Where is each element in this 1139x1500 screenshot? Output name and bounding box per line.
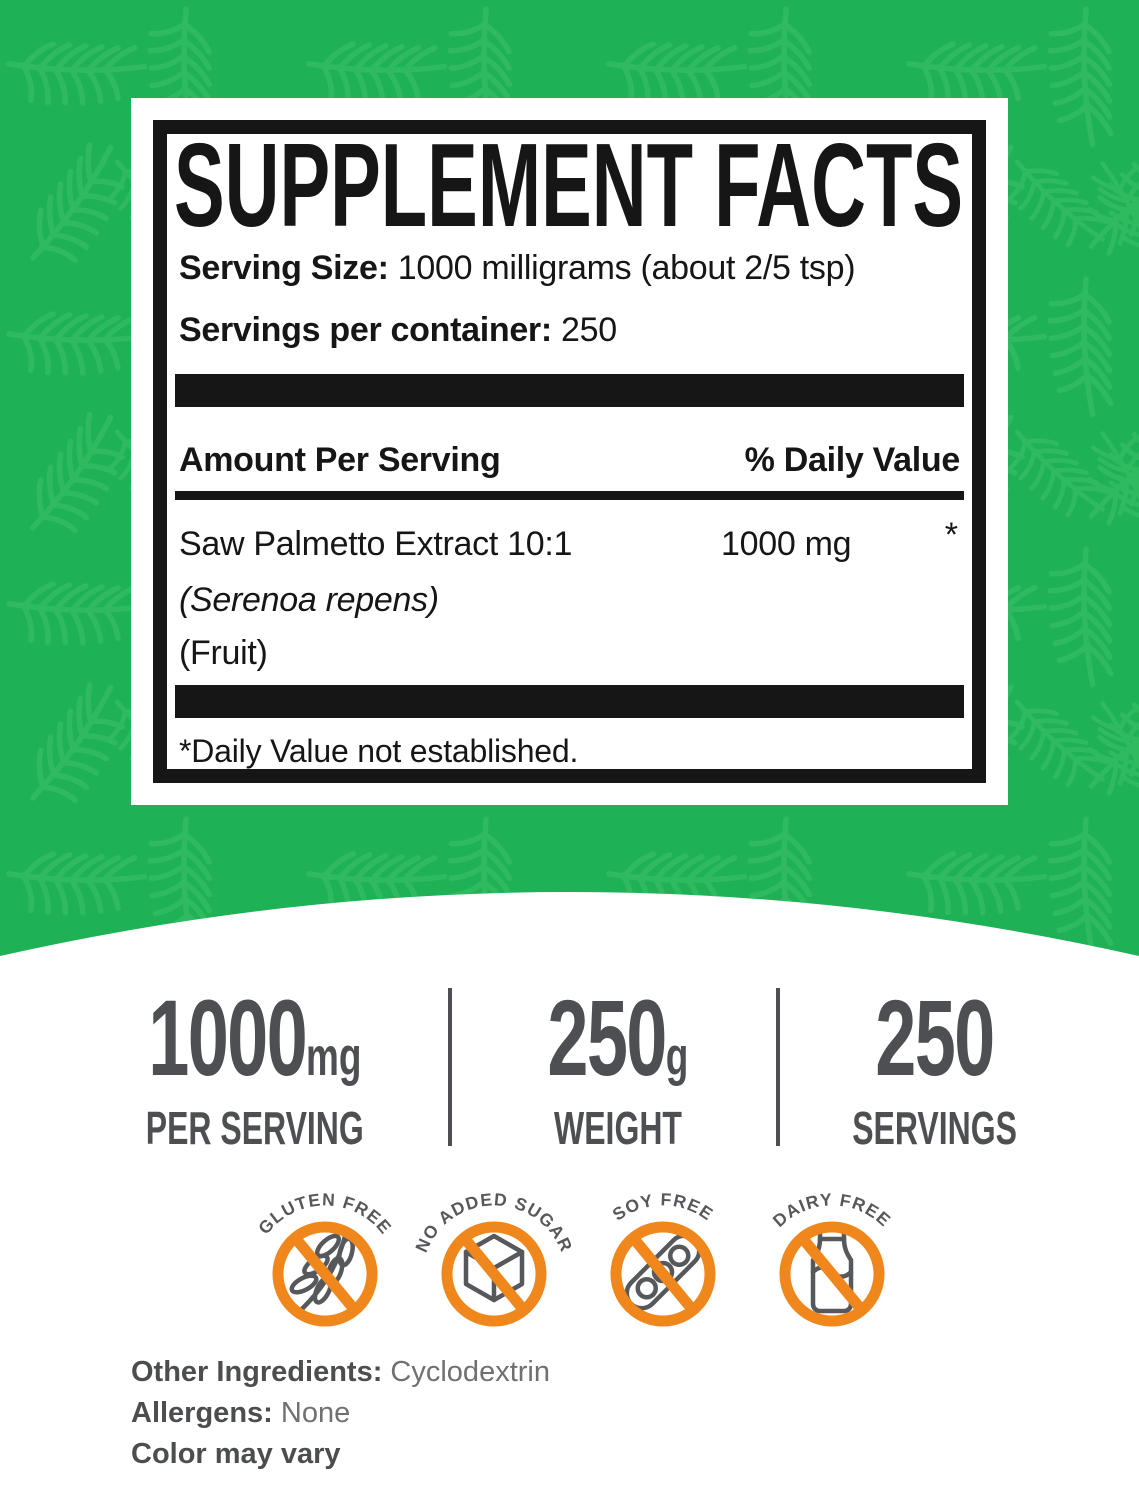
separator-bar-bottom xyxy=(175,685,964,718)
prohibition-circle-icon xyxy=(441,1221,547,1327)
servings-label: Servings per container: xyxy=(179,311,552,349)
badge-no-added-sugar: NO ADDED SUGAR xyxy=(411,1189,576,1327)
stats-divider xyxy=(776,988,780,1146)
allergens-value: None xyxy=(280,1397,351,1430)
footer-notes: Other Ingredients: Cyclodextrin Allergen… xyxy=(131,1352,550,1476)
stat-per-serving: 1000mg PER SERVING xyxy=(0,984,450,1151)
other-ingredients-label: Other Ingredients: xyxy=(131,1356,383,1388)
badge-dairy-free: DAIRY FREE xyxy=(769,1189,894,1327)
servings-per-container-row: Servings per container: 250 xyxy=(179,310,617,351)
separator-bar-top xyxy=(175,374,964,407)
ingredient-name: Saw Palmetto Extract 10:1 xyxy=(179,525,573,563)
prohibition-circle-icon xyxy=(779,1221,885,1327)
prohibition-circle-icon xyxy=(610,1221,716,1327)
prohibition-slash-icon xyxy=(456,1230,532,1318)
servings-value: 250 xyxy=(561,311,617,349)
stat-servings-value: 250 xyxy=(875,977,995,1099)
stats-divider xyxy=(448,988,452,1146)
prohibition-slash-icon xyxy=(287,1230,363,1318)
supplement-facts-panel: SUPPLEMENT FACTS Serving Size: 1000 mill… xyxy=(131,98,1008,805)
badges-row: GLUTEN FREE NO ADDED SUGAR xyxy=(0,1168,1139,1340)
prohibition-circle-icon xyxy=(272,1221,378,1327)
ingredient-plant-part: (Fruit) xyxy=(179,634,268,672)
stat-per-serving-label: PER SERVING xyxy=(145,1102,365,1155)
prohibition-slash-icon xyxy=(625,1230,701,1318)
stat-servings-label: SERVINGS xyxy=(852,1102,1017,1155)
serving-size-value: 1000 milligrams (about 2/5 tsp) xyxy=(397,249,856,287)
stat-weight-value: 250 xyxy=(547,977,668,1099)
stat-servings: 250 SERVINGS xyxy=(770,984,1139,1151)
daily-value-header: % Daily Value xyxy=(744,441,961,479)
stat-per-serving-value: 1000 xyxy=(148,977,307,1099)
svg-text:SUPPLEMENT FACTS: SUPPLEMENT FACTS xyxy=(174,139,963,243)
stat-per-serving-unit: mg xyxy=(306,1027,362,1088)
other-ingredients-row: Other Ingredients: Cyclodextrin xyxy=(131,1352,550,1393)
ingredient-amount: 1000 mg xyxy=(721,525,852,563)
svg-text:SOY FREE: SOY FREE xyxy=(609,1189,718,1224)
daily-value-asterisk: * xyxy=(944,516,958,554)
supplement-facts-title: SUPPLEMENT FACTS xyxy=(174,139,963,243)
allergens-label: Allergens: xyxy=(131,1397,273,1430)
stats-strip: 1000mg PER SERVING 250g WEIGHT 250 SERVI… xyxy=(0,984,1139,1151)
ingredient-latin-name: (Serenoa repens) xyxy=(179,581,439,619)
stat-weight-unit: g xyxy=(665,1027,689,1088)
color-note: Color may vary xyxy=(131,1438,341,1471)
supplement-facts-border: SUPPLEMENT FACTS Serving Size: 1000 mill… xyxy=(153,120,986,783)
prohibition-slash-icon xyxy=(794,1230,870,1318)
badge-soy-free: SOY FREE xyxy=(609,1189,718,1327)
column-headers-row: Amount Per Serving % Daily Value xyxy=(179,440,960,481)
other-ingredients-value: Cyclodextrin xyxy=(390,1356,550,1388)
stat-weight: 250g WEIGHT xyxy=(450,984,770,1151)
badge-soy-free-label: SOY FREE xyxy=(609,1189,716,1224)
color-note-row: Color may vary xyxy=(131,1434,550,1475)
header-rule xyxy=(175,491,964,500)
serving-size-row: Serving Size: 1000 milligrams (about 2/5… xyxy=(179,248,856,289)
allergens-row: Allergens: None xyxy=(131,1393,550,1434)
badge-gluten-free: GLUTEN FREE xyxy=(254,1189,395,1327)
stat-weight-label: WEIGHT xyxy=(554,1102,682,1155)
serving-size-label: Serving Size: xyxy=(179,249,389,287)
amount-per-serving-header: Amount Per Serving xyxy=(179,441,501,479)
daily-value-footnote: *Daily Value not established. xyxy=(179,733,579,769)
